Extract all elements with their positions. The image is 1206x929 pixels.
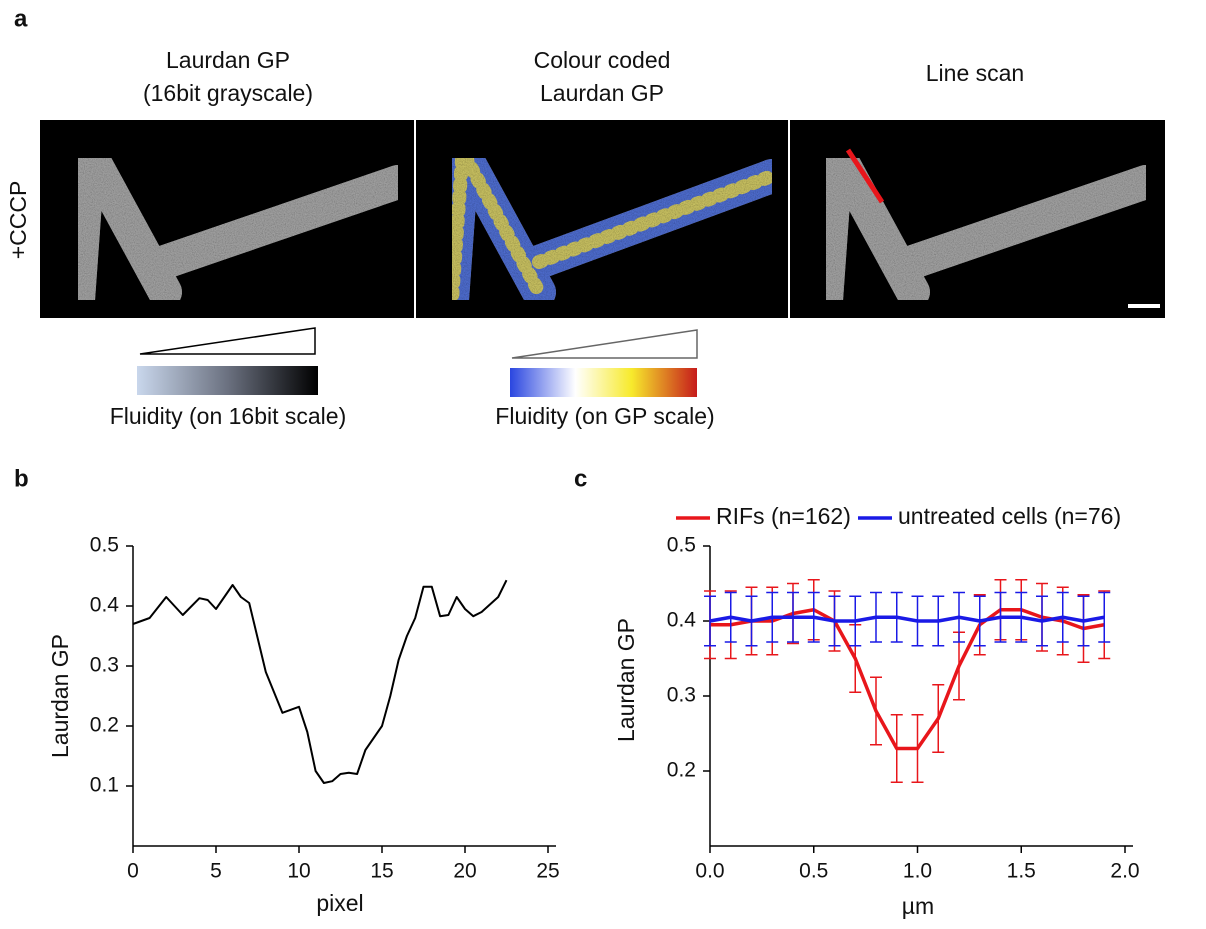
x-axis-label: pixel: [316, 890, 363, 916]
legend-label: RIFs (n=162): [716, 503, 851, 529]
cell-colour: [435, 141, 789, 317]
x-tick-label: 1.0: [903, 860, 932, 883]
x-tick-label: 5: [210, 860, 222, 883]
x-tick-label: 10: [287, 860, 310, 883]
x-axis-label: µm: [902, 893, 934, 919]
column-title: (16bit grayscale): [143, 80, 313, 106]
y-tick-label: 0.3: [667, 684, 696, 707]
y-tick-label: 0.1: [90, 774, 119, 797]
x-tick-label: 25: [536, 860, 559, 883]
x-tick-label: 15: [370, 860, 393, 883]
cell-grayscale: [61, 141, 415, 317]
legend-label: untreated cells (n=76): [898, 503, 1121, 529]
x-tick-label: 0.0: [695, 860, 724, 883]
panel-label: b: [14, 465, 29, 492]
colour-scale: [137, 366, 318, 395]
column-title: Line scan: [926, 60, 1024, 86]
x-tick-label: 0.5: [799, 860, 828, 883]
image-background: [40, 120, 1165, 318]
y-tick-label: 0.4: [90, 594, 120, 617]
panel-label: c: [574, 465, 587, 492]
scale-wedge: [511, 329, 698, 359]
scale-caption: Fluidity (on 16bit scale): [110, 403, 347, 429]
microscopy-images: [40, 120, 1165, 318]
x-tick-label: 2.0: [1110, 860, 1139, 883]
data-line: [132, 579, 508, 784]
x-tick-label: 1.5: [1007, 860, 1036, 883]
column-title: Laurdan GP: [540, 80, 664, 106]
scale-wedge: [139, 327, 316, 355]
column-title: Colour coded: [534, 47, 671, 73]
cell-linescan: [809, 141, 1163, 317]
y-tick-label: 0.5: [90, 534, 119, 557]
x-tick-label: 20: [453, 860, 476, 883]
y-axis-label: Laurdan GP: [47, 634, 73, 758]
scan-line: [845, 148, 885, 204]
panel-label: a: [14, 5, 28, 32]
row-label: +CCCP: [5, 181, 31, 260]
column-title: Laurdan GP: [166, 47, 290, 73]
y-tick-label: 0.2: [90, 714, 119, 737]
y-tick-label: 0.4: [667, 609, 697, 632]
data-line: [709, 615, 1105, 623]
y-tick-label: 0.3: [90, 654, 119, 677]
y-tick-label: 0.5: [667, 534, 696, 557]
y-tick-label: 0.2: [667, 759, 696, 782]
scale-caption: Fluidity (on GP scale): [495, 403, 714, 429]
y-axis-label: Laurdan GP: [613, 618, 639, 742]
colour-scale: [510, 368, 697, 397]
data-line: [710, 608, 1105, 751]
x-tick-label: 0: [127, 860, 139, 883]
